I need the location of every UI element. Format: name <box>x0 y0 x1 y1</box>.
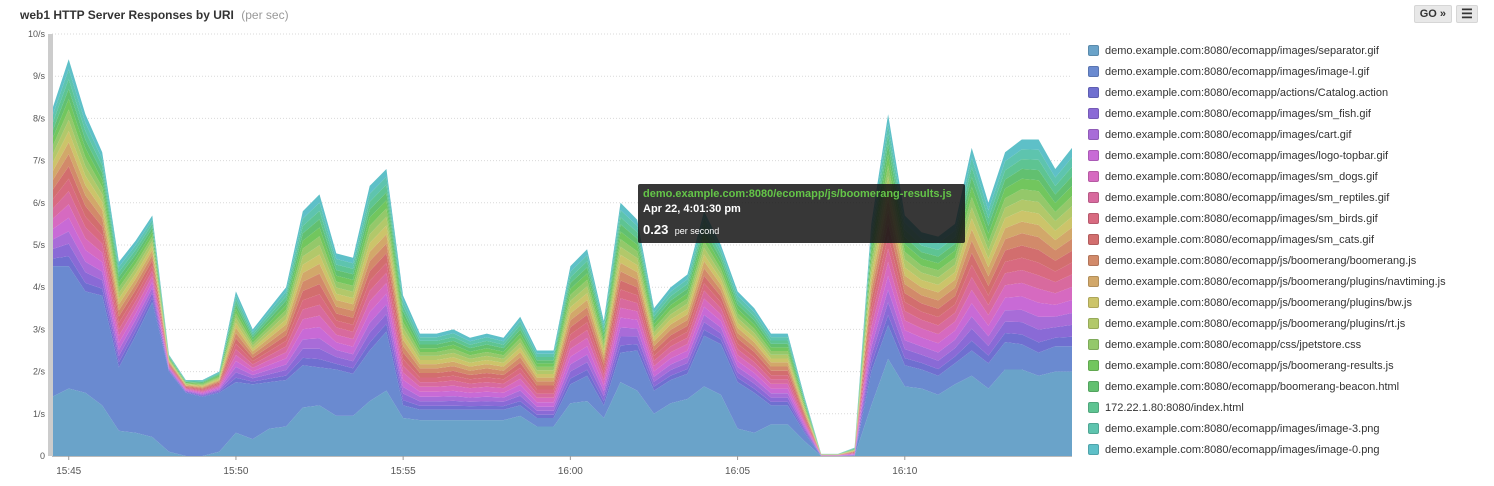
legend-label: demo.example.com:8080/ecomapp/images/sm_… <box>1105 233 1375 246</box>
y-tick-label: 8/s <box>33 113 46 123</box>
y-tick-label: 1/s <box>33 409 46 419</box>
legend-label: demo.example.com:8080/ecomapp/boomerang-… <box>1105 380 1400 393</box>
legend-label: demo.example.com:8080/ecomapp/js/boomera… <box>1105 359 1394 372</box>
legend-item[interactable]: demo.example.com:8080/ecomapp/js/boomera… <box>1088 313 1446 334</box>
legend-item[interactable]: demo.example.com:8080/ecomapp/images/sm_… <box>1088 166 1446 187</box>
axes: 0 1/s 2/s 3/s 4/s 5/s 6/s 7/s 8/s 9/s 10/s 15:45 15:… <box>28 29 1072 477</box>
legend-label: demo.example.com:8080/ecomapp/js/boomera… <box>1105 275 1446 288</box>
legend-item[interactable]: demo.example.com:8080/ecomapp/images/ima… <box>1088 418 1446 439</box>
legend-item[interactable]: demo.example.com:8080/ecomapp/css/jpetst… <box>1088 334 1446 355</box>
x-tick-label: 15:45 <box>56 466 81 477</box>
area-series-1 <box>52 358 1072 456</box>
legend-label: demo.example.com:8080/ecomapp/images/ima… <box>1105 443 1380 456</box>
go-button[interactable]: GO » <box>1413 5 1452 23</box>
legend-swatch <box>1088 108 1099 119</box>
legend-swatch <box>1088 255 1099 266</box>
legend-label: demo.example.com:8080/ecomapp/actions/Ca… <box>1105 86 1389 99</box>
legend-swatch <box>1088 360 1099 371</box>
legend-item[interactable]: 172.22.1.80:8080/index.html <box>1088 397 1446 418</box>
series-areas <box>52 59 1072 456</box>
legend-item[interactable]: demo.example.com:8080/ecomapp/images/sm_… <box>1088 208 1446 229</box>
x-tick-label: 16:00 <box>558 466 583 477</box>
legend-swatch <box>1088 150 1099 161</box>
legend-swatch <box>1088 402 1099 413</box>
chart-subtitle: (per sec) <box>241 8 289 22</box>
legend-label: demo.example.com:8080/ecomapp/css/jpetst… <box>1105 338 1362 351</box>
legend-item[interactable]: demo.example.com:8080/ecomapp/images/sm_… <box>1088 229 1446 250</box>
legend-label: demo.example.com:8080/ecomapp/js/boomera… <box>1105 254 1417 267</box>
legend-label: demo.example.com:8080/ecomapp/js/boomera… <box>1105 296 1412 309</box>
legend: demo.example.com:8080/ecomapp/images/sep… <box>1088 40 1446 460</box>
legend-label: demo.example.com:8080/ecomapp/js/boomera… <box>1105 317 1406 330</box>
x-tick-label: 15:55 <box>391 466 416 477</box>
tooltip-time: Apr 22, 4:01:30 pm <box>643 203 741 215</box>
legend-label: 172.22.1.80:8080/index.html <box>1105 401 1244 414</box>
legend-item[interactable]: demo.example.com:8080/ecomapp/images/sm_… <box>1088 103 1446 124</box>
legend-swatch <box>1088 276 1099 287</box>
stacked-area-chart: 0 1/s 2/s 3/s 4/s 5/s 6/s 7/s 8/s 9/s 10/s 15:45 15:… <box>28 29 1072 477</box>
y-tick-label: 7/s <box>33 156 46 166</box>
legend-item[interactable]: demo.example.com:8080/ecomapp/js/boomera… <box>1088 271 1446 292</box>
legend-swatch <box>1088 192 1099 203</box>
legend-label: demo.example.com:8080/ecomapp/images/ima… <box>1105 422 1380 435</box>
x-tick-label: 16:05 <box>725 466 750 477</box>
legend-item[interactable]: demo.example.com:8080/ecomapp/images/ima… <box>1088 61 1446 82</box>
area-series-2 <box>52 266 1072 456</box>
legend-item[interactable]: demo.example.com:8080/ecomapp/js/boomera… <box>1088 292 1446 313</box>
legend-item[interactable]: demo.example.com:8080/ecomapp/images/ima… <box>1088 439 1446 460</box>
legend-label: demo.example.com:8080/ecomapp/images/ima… <box>1105 65 1370 78</box>
menu-button[interactable]: ☰ <box>1456 5 1478 23</box>
legend-swatch <box>1088 423 1099 434</box>
x-tick-label: 15:50 <box>223 466 248 477</box>
tooltip-series: demo.example.com:8080/ecomapp/js/boomera… <box>643 188 952 200</box>
tooltip-value: 0.23 <box>643 222 669 237</box>
legend-swatch <box>1088 66 1099 77</box>
y-tick-label: 3/s <box>33 324 46 334</box>
legend-item[interactable]: demo.example.com:8080/ecomapp/images/car… <box>1088 124 1446 145</box>
legend-item[interactable]: demo.example.com:8080/ecomapp/images/log… <box>1088 145 1446 166</box>
legend-swatch <box>1088 297 1099 308</box>
legend-swatch <box>1088 87 1099 98</box>
legend-swatch <box>1088 129 1099 140</box>
chart-header: web1 HTTP Server Responses by URI (per s… <box>20 8 289 22</box>
y-tick-label: 2/s <box>33 367 46 377</box>
legend-swatch <box>1088 339 1099 350</box>
legend-swatch <box>1088 381 1099 392</box>
y-tick-label: 6/s <box>33 198 46 208</box>
legend-label: demo.example.com:8080/ecomapp/images/sm_… <box>1105 107 1371 120</box>
legend-item[interactable]: demo.example.com:8080/ecomapp/images/sep… <box>1088 40 1446 61</box>
x-tick-label: 16:10 <box>892 466 917 477</box>
legend-label: demo.example.com:8080/ecomapp/images/car… <box>1105 128 1352 141</box>
legend-swatch <box>1088 444 1099 455</box>
legend-swatch <box>1088 234 1099 245</box>
legend-label: demo.example.com:8080/ecomapp/images/sep… <box>1105 44 1379 57</box>
legend-item[interactable]: demo.example.com:8080/ecomapp/js/boomera… <box>1088 250 1446 271</box>
host-name: web1 <box>20 8 51 22</box>
legend-label: demo.example.com:8080/ecomapp/images/log… <box>1105 149 1389 162</box>
legend-swatch <box>1088 171 1099 182</box>
tooltip-unit: per second <box>674 226 720 236</box>
legend-swatch <box>1088 45 1099 56</box>
legend-swatch <box>1088 318 1099 329</box>
legend-item[interactable]: demo.example.com:8080/ecomapp/boomerang-… <box>1088 376 1446 397</box>
y-tick-label: 4/s <box>33 282 46 292</box>
legend-item[interactable]: demo.example.com:8080/ecomapp/actions/Ca… <box>1088 82 1446 103</box>
legend-item[interactable]: demo.example.com:8080/ecomapp/js/boomera… <box>1088 355 1446 376</box>
y-tick-label: 0 <box>40 451 45 461</box>
legend-label: demo.example.com:8080/ecomapp/images/sm_… <box>1105 212 1378 225</box>
y-tick-label: 9/s <box>33 71 46 81</box>
chart-toolbar: GO » ☰ <box>1413 5 1478 23</box>
hover-tooltip: demo.example.com:8080/ecomapp/js/boomera… <box>638 184 965 243</box>
legend-item[interactable]: demo.example.com:8080/ecomapp/images/sm_… <box>1088 187 1446 208</box>
legend-swatch <box>1088 213 1099 224</box>
y-tick-label: 5/s <box>33 240 46 250</box>
menu-icon: ☰ <box>1461 6 1473 21</box>
legend-label: demo.example.com:8080/ecomapp/images/sm_… <box>1105 170 1378 183</box>
y-tick-label: 10/s <box>28 29 46 39</box>
y-axis-bar <box>48 34 53 456</box>
legend-label: demo.example.com:8080/ecomapp/images/sm_… <box>1105 191 1390 204</box>
chart-title: HTTP Server Responses by URI <box>53 8 234 22</box>
